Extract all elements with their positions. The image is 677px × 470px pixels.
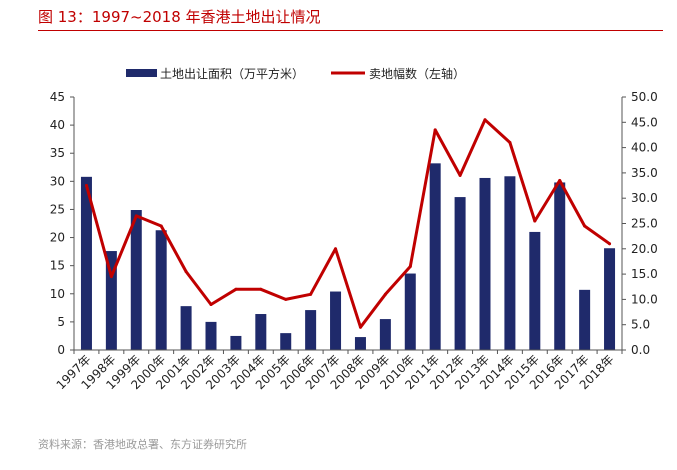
bar xyxy=(255,314,267,350)
right-tick-label: 10.0 xyxy=(631,292,658,306)
right-axis: 0.0 5.0 10.0 15.0 20.0 25.0 30.0 35.0 40.0 45.0 50… xyxy=(621,90,658,357)
line-path xyxy=(85,118,611,329)
right-tick-label: 45.0 xyxy=(631,115,658,129)
line-point xyxy=(458,173,462,177)
right-tick-label: 20.0 xyxy=(631,242,658,256)
right-tick-label: 40.0 xyxy=(631,141,658,155)
line-point xyxy=(433,128,437,132)
left-tick-label: 0 xyxy=(57,343,65,357)
left-tick-label: 40 xyxy=(50,118,65,132)
bar xyxy=(230,335,242,350)
legend-bar-label: 土地出让面积（万平方米） xyxy=(160,66,304,81)
line-point xyxy=(508,141,512,145)
left-tick-label: 10 xyxy=(50,287,65,301)
left-tick-label: 35 xyxy=(50,146,65,160)
line-point xyxy=(109,275,113,279)
left-tick-label: 30 xyxy=(50,174,65,188)
line-point xyxy=(309,292,313,296)
left-tick-label: 15 xyxy=(50,259,65,273)
line-point xyxy=(358,325,362,329)
line-point xyxy=(184,270,188,274)
line-point xyxy=(558,178,562,182)
line-point xyxy=(408,265,412,269)
legend-bar-swatch xyxy=(126,69,157,77)
bar xyxy=(305,310,317,350)
line-point xyxy=(159,224,163,228)
title-rule xyxy=(38,30,663,31)
bar xyxy=(280,333,292,350)
bar xyxy=(205,321,217,350)
line-point xyxy=(134,214,138,218)
bar xyxy=(330,291,342,350)
right-tick-label: 25.0 xyxy=(631,217,658,231)
line-series xyxy=(84,118,612,329)
chart-title: 图 13：1997~2018 年香港土地出让情况 xyxy=(38,8,321,26)
right-tick-label: 35.0 xyxy=(631,166,658,180)
bar xyxy=(130,210,142,350)
right-tick-label: 50.0 xyxy=(631,90,658,104)
source-note: 资料来源：香港地政总署、东方证券研究所 xyxy=(38,438,247,451)
left-axis: 0 5 10 15 20 25 30 35 40 45 xyxy=(50,90,75,357)
bar xyxy=(529,231,541,350)
left-tick-label: 45 xyxy=(50,90,65,104)
bar xyxy=(180,306,192,350)
bar xyxy=(404,273,416,350)
bar xyxy=(80,176,92,350)
right-tick-label: 30.0 xyxy=(631,191,658,205)
bar xyxy=(379,319,391,350)
bar xyxy=(579,289,591,350)
left-tick-label: 25 xyxy=(50,202,65,216)
line-point xyxy=(483,118,487,122)
bar-series xyxy=(80,163,616,350)
right-tick-label: 5.0 xyxy=(631,318,650,332)
line-point xyxy=(209,302,213,306)
legend-line-label: 卖地幅数（左轴） xyxy=(369,66,465,81)
line-point xyxy=(533,219,537,223)
line-point xyxy=(608,242,612,246)
line-point xyxy=(84,184,88,188)
right-tick-label: 0.0 xyxy=(631,343,650,357)
bar xyxy=(604,248,616,350)
legend: 土地出让面积（万平方米） 卖地幅数（左轴） xyxy=(126,66,465,81)
bar xyxy=(105,251,117,350)
bar xyxy=(155,230,167,350)
bar xyxy=(554,182,566,350)
left-tick-label: 5 xyxy=(57,315,65,329)
line-point xyxy=(383,292,387,296)
bar xyxy=(429,163,441,350)
line-point xyxy=(334,247,338,251)
bar xyxy=(479,177,491,350)
line-point xyxy=(583,224,587,228)
left-tick-label: 20 xyxy=(50,231,65,245)
right-tick-label: 15.0 xyxy=(631,267,658,281)
line-point xyxy=(259,287,263,291)
bar xyxy=(354,337,366,350)
x-axis: 1997年1998年1999年2000年2001年2002年2003年2004年… xyxy=(54,349,623,392)
line-point xyxy=(284,297,288,301)
bar xyxy=(454,197,466,350)
line-point xyxy=(234,287,238,291)
bar xyxy=(504,176,516,350)
